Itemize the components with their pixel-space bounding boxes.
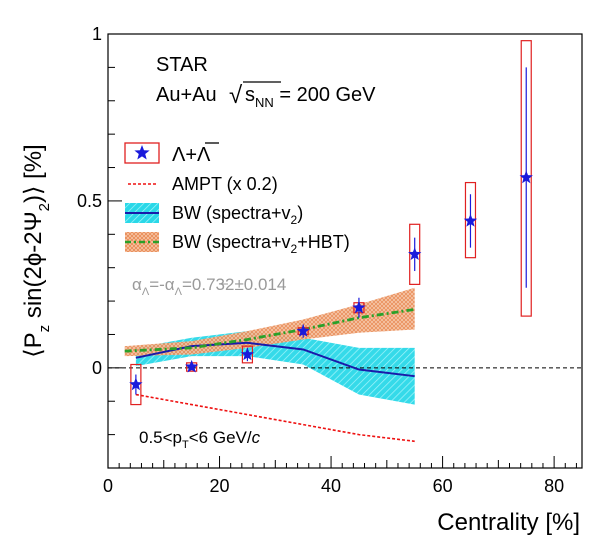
experiment-label: STAR: [156, 54, 208, 76]
alpha-sub-2: Λ: [175, 286, 183, 298]
x-tick-label-20: 20: [210, 476, 230, 496]
legend-label-ampt: AMPT (x 0.2): [172, 174, 278, 194]
y-label-close: )⟩ [%]: [20, 144, 47, 203]
sqrt-sign: √: [229, 82, 243, 109]
legend-entry-data: Λ+Λ: [124, 142, 219, 166]
y-tick-label-1: 0.5: [77, 191, 102, 211]
legend-entry-ampt: AMPT (x 0.2): [128, 174, 278, 194]
y-tick-label-2: 1: [92, 24, 102, 44]
ampt-curve: [135, 393, 415, 443]
legend-label-bwhbt-sub: 2: [291, 242, 298, 256]
data-star-4: [352, 300, 366, 314]
alpha-eq: =-α: [149, 275, 175, 294]
y-label-mid: sin(2ϕ-2Ψ: [20, 211, 47, 325]
svg-text:BW (spectra+v2): BW (spectra+v2): [172, 203, 303, 227]
sqrt-s: s: [245, 84, 255, 106]
data-star-6: [463, 213, 478, 227]
sys-box-5: [409, 223, 421, 285]
sys-box-7: [520, 40, 532, 317]
plot-frame: [107, 33, 583, 469]
y-label-sub-z: z: [36, 325, 53, 333]
legend-entry-bw: BW (spectra+v2): [125, 203, 303, 227]
sys-box-0: [130, 363, 142, 406]
svg-text:αΛ=-αΛ=0.732±0.014: αΛ=-αΛ=0.732±0.014: [132, 275, 286, 298]
y-tick-label-0: 0: [92, 358, 102, 378]
data-points: [129, 40, 533, 406]
legend-label-bw-sub: 2: [291, 213, 298, 227]
energy-value: = 200 GeV: [274, 84, 376, 106]
sys-box-2: [241, 345, 254, 364]
legend-label-bwhbt: BW (spectra+v: [172, 232, 291, 252]
bw-hbt-band: [124, 287, 415, 357]
legend-label-bwhbt-suffix: +HBT): [297, 232, 350, 252]
x-tick-label-0: 0: [103, 476, 113, 496]
axis-ticks: 0 20 40 60 80 0 0.5 1: [77, 24, 577, 496]
alpha-symbol-1: α: [132, 275, 142, 294]
data-star-2: [240, 347, 255, 361]
legend-label-data: Λ+Λ: [172, 144, 211, 166]
x-tick-label-40: 40: [321, 476, 341, 496]
alpha-value: =0.732±0.014: [182, 275, 286, 294]
kin-hi: <6 GeV/: [189, 428, 252, 447]
data-star-1: [184, 359, 199, 373]
model-curves: [124, 308, 415, 443]
legend-star-marker: [134, 145, 150, 160]
system-prefix: Au+Au: [156, 84, 217, 106]
kinematic-range-label: 0.5<pT<6 GeV/c: [139, 428, 261, 451]
alpha-sub-1: Λ: [142, 286, 150, 298]
data-star-0: [129, 377, 143, 391]
model-bands: [124, 287, 415, 405]
svg-text:⟨Pz sin(2ϕ-2Ψ2)⟩ [%]: ⟨Pz sin(2ϕ-2Ψ2)⟩ [%]: [20, 144, 53, 357]
svg-text:BW (spectra+v2+HBT): BW (spectra+v2+HBT): [172, 232, 350, 256]
legend-label-bw-suffix: ): [297, 203, 303, 223]
bw-curve: [135, 341, 415, 378]
svg-text:sNN = 200 GeV: sNN = 200 GeV: [245, 84, 376, 110]
data-star-3: [296, 324, 310, 337]
x-tick-label-60: 60: [433, 476, 453, 496]
sqrt-nn: NN: [255, 95, 274, 110]
y-label-sub-2: 2: [36, 203, 53, 211]
kin-c: c: [252, 428, 261, 447]
x-axis-label: Centrality [%]: [437, 509, 580, 536]
kin-sub-t: T: [182, 439, 189, 451]
collision-system-label: Au+Au √ sNN = 200 GeV: [156, 81, 376, 110]
y-label-open: ⟨P: [20, 332, 47, 357]
data-star-7: [519, 170, 533, 184]
svg-text:Au+Au: Au+Au: [156, 84, 217, 106]
data-star-5: [408, 247, 422, 260]
bw-hbt-curve: [124, 308, 415, 353]
legend: Λ+Λ AMPT (x 0.2) BW (spectra+v2) BW (spe…: [124, 142, 350, 256]
kin-lo: 0.5<p: [139, 428, 182, 447]
legend-entry-bwhbt: BW (spectra+v2+HBT): [125, 232, 350, 256]
legend-label-bw: BW (spectra+v: [172, 203, 291, 223]
x-tick-label-80: 80: [544, 476, 564, 496]
y-axis-label: ⟨Pz sin(2ϕ-2Ψ2)⟩ [%]: [20, 144, 53, 357]
alpha-annotation: αΛ=-αΛ=0.732±0.014: [132, 275, 286, 298]
